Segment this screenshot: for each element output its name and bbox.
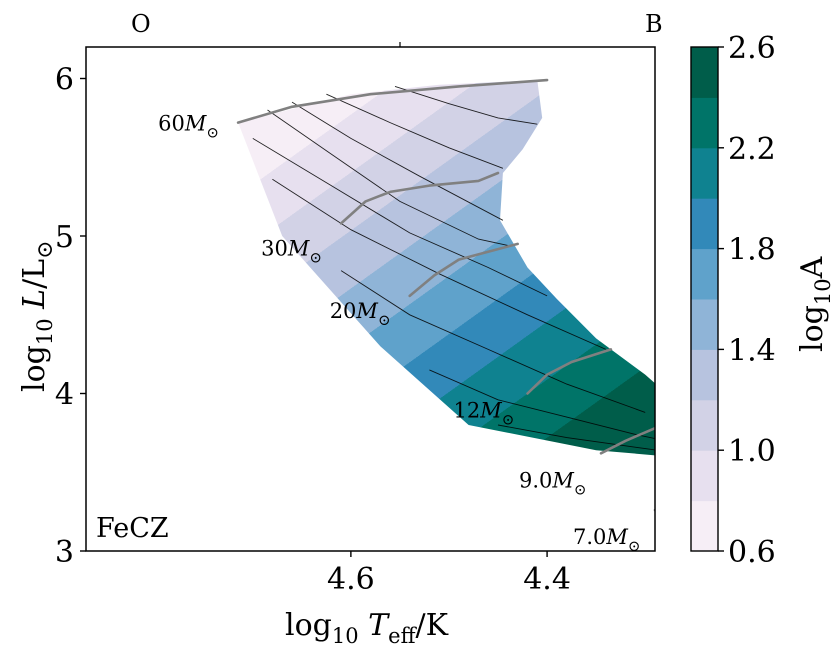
colorbar: 0.6 1.0 1.4 1.8 2.2 2.6 [690, 31, 776, 570]
plot-area [236, 78, 655, 512]
colorbar-segment [691, 399, 718, 451]
colorbar-segment [691, 500, 718, 552]
top-label-o: O [131, 10, 151, 38]
y-axis-title: log10 L/L⊙ [17, 240, 58, 392]
colorbar-segment [691, 198, 718, 250]
colorbar-tick-label: 1.8 [728, 233, 776, 268]
x-tick-label: 4.4 [523, 562, 571, 597]
top-label-b: B [645, 10, 663, 38]
colorbar-segment [691, 299, 718, 350]
track-line [408, 242, 520, 298]
track-line [526, 348, 613, 395]
y-tick-label: 6 [55, 63, 74, 98]
colorbar-segment [691, 47, 718, 98]
track-label: 60M⊙ [158, 112, 219, 142]
colorbar-tick-label: 0.6 [728, 535, 776, 570]
x-tick-label: 4.6 [327, 562, 375, 597]
track-label: 20M⊙ [330, 299, 391, 329]
contour-line [291, 101, 504, 221]
colorbar-tick-label: 2.2 [728, 132, 776, 167]
contour-line [326, 93, 504, 169]
colorbar-segment [691, 97, 718, 149]
colorbar-tick-label: 2.6 [728, 31, 776, 66]
track-line [236, 78, 549, 124]
colorbar-tick-label: 1.0 [728, 434, 776, 469]
contour-line [272, 178, 607, 350]
track-label: 7.0M⊙ [573, 525, 641, 555]
y-tick-label: 4 [55, 378, 74, 413]
colorbar-segment [691, 147, 718, 199]
contour-line [340, 270, 646, 413]
x-axis-title: log10 Teff/K [285, 608, 449, 648]
colorbar-segment [691, 450, 718, 502]
y-tick-label: 3 [55, 535, 74, 570]
colorbar-title: log10A [795, 256, 831, 352]
colorbar-tick-label: 1.4 [728, 333, 776, 368]
panel-label: FeCZ [96, 513, 169, 544]
axes: 60M⊙ 30M⊙ 20M⊙ 12M⊙ 9.0M⊙ 7.0M⊙ 4.6 4.4 3 4 5 6 [55, 63, 641, 598]
contour-line [394, 85, 538, 125]
track-line [339, 171, 500, 225]
track-label: 9.0M⊙ [519, 468, 587, 498]
colorbar-segment [691, 349, 718, 401]
track-label: 12M⊙ [454, 399, 515, 429]
contour-line [267, 109, 508, 246]
plot-frame [85, 46, 656, 552]
y-tick-label: 5 [55, 220, 74, 255]
track-line [599, 426, 655, 455]
colorbar-segment [691, 248, 718, 300]
contour-line [252, 138, 548, 297]
contour-line [497, 424, 655, 451]
contour-line [429, 369, 655, 440]
colorbar-frame [690, 46, 719, 552]
track-label: 30M⊙ [261, 236, 322, 266]
